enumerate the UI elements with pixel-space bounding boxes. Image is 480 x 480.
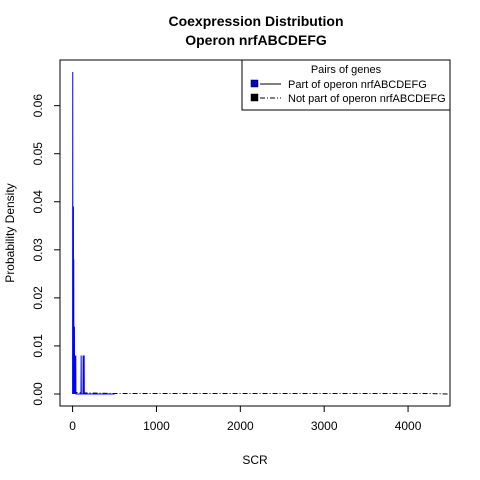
y-tick-label: 0.03 — [31, 238, 45, 262]
data-layer — [72, 72, 451, 395]
x-tick-label: 2000 — [227, 419, 254, 433]
legend-box — [241, 59, 451, 111]
x-tick-label: 0 — [69, 419, 76, 433]
y-tick-label: 0.02 — [31, 286, 45, 310]
series-line-not-operon — [72, 392, 451, 395]
legend-label-operon: Part of operon nrfABCDEFG — [288, 79, 427, 91]
x-axis: 0 1000 2000 3000 4000 — [69, 406, 422, 433]
legend-label-not-operon: Not part of operon nrfABCDEFG — [288, 93, 446, 105]
y-tick-label: 0.04 — [31, 190, 45, 214]
y-tick-label: 0.01 — [31, 334, 45, 358]
y-axis: 0.00 0.01 0.02 0.03 0.04 0.05 0.06 — [31, 94, 60, 406]
plot-area-frame — [59, 59, 451, 407]
legend-title: Pairs of genes — [311, 64, 382, 76]
legend-swatch-not-operon — [250, 93, 259, 102]
y-axis-label: Probability Density — [3, 183, 17, 282]
x-tick-label: 3000 — [311, 419, 338, 433]
chart-title: Coexpression Distribution — [168, 13, 343, 29]
legend-swatch-operon — [250, 79, 259, 88]
x-axis-label: SCR — [242, 453, 268, 467]
series-line-operon — [72, 72, 115, 395]
x-tick-label: 1000 — [143, 419, 170, 433]
y-tick-label: 0.06 — [31, 94, 45, 118]
chart-subtitle: Operon nrfABCDEFG — [185, 32, 327, 48]
x-tick-label: 4000 — [395, 419, 422, 433]
y-tick-label: 0.00 — [31, 382, 45, 406]
legend: Pairs of genes Part of operon nrfABCDEFG… — [241, 59, 451, 111]
y-tick-label: 0.05 — [31, 142, 45, 166]
